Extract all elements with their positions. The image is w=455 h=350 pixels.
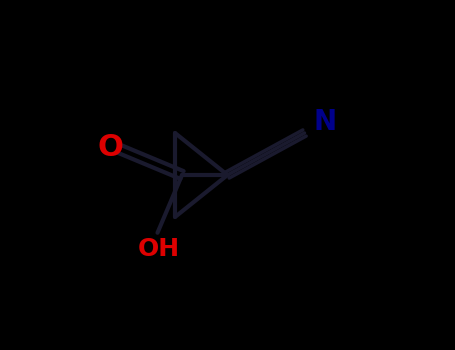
Text: N: N — [314, 108, 337, 136]
Text: OH: OH — [138, 237, 180, 260]
Text: O: O — [97, 133, 123, 161]
